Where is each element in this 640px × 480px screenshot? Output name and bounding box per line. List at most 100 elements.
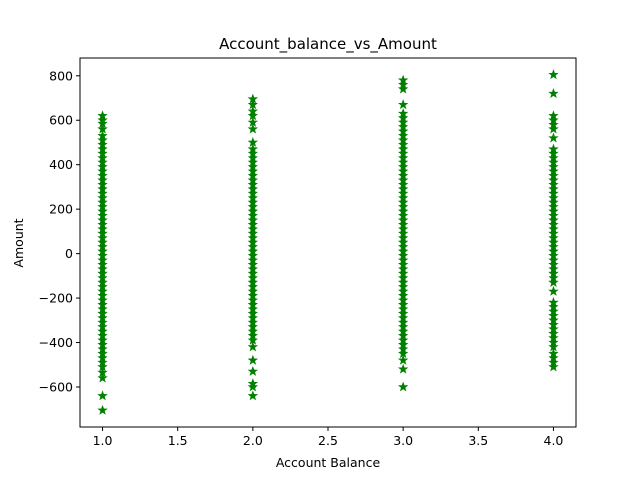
- data-point: [548, 214, 559, 225]
- data-point: [397, 157, 409, 167]
- data-point: [247, 205, 259, 216]
- data-point: [548, 232, 559, 243]
- data-point: [548, 219, 559, 230]
- data-point: [97, 152, 108, 163]
- data-point: [397, 188, 409, 199]
- data-point: [247, 237, 259, 247]
- data-point: [247, 93, 259, 104]
- x-tick-label: 2.0: [243, 433, 263, 448]
- data-point: [247, 321, 259, 332]
- data-point: [97, 330, 108, 341]
- data-point: [397, 343, 409, 354]
- data-point: [548, 328, 559, 339]
- data-point: [97, 321, 108, 332]
- data-point: [397, 325, 409, 336]
- data-point: [247, 303, 259, 314]
- data-point: [397, 112, 409, 123]
- data-point: [548, 250, 559, 261]
- data-point: [247, 161, 259, 172]
- y-axis-ticks: −600 −400 −200 0 200 400 600 800: [39, 68, 80, 394]
- data-point: [548, 254, 559, 265]
- data-point: [97, 290, 108, 301]
- data-point: [397, 250, 409, 261]
- data-point: [247, 250, 259, 261]
- data-point: [97, 312, 108, 323]
- data-point: [397, 170, 409, 181]
- x-axis-label: Account Balance: [276, 455, 381, 470]
- y-tick-label: 200: [49, 202, 73, 217]
- data-point: [397, 214, 409, 225]
- data-point: [247, 254, 259, 265]
- data-point: [548, 285, 559, 296]
- y-tick-label: −200: [39, 291, 73, 306]
- data-point: [97, 232, 108, 243]
- data-point: [247, 136, 259, 147]
- data-point: [97, 201, 108, 212]
- data-point: [548, 297, 559, 307]
- data-point: [397, 83, 409, 94]
- data-point: [548, 268, 559, 279]
- data-point: [548, 263, 559, 274]
- data-point: [548, 357, 559, 367]
- y-tick-label: 400: [49, 157, 73, 172]
- data-point: [548, 205, 559, 216]
- data-point: [548, 69, 559, 80]
- data-point: [97, 161, 108, 172]
- data-point: [397, 285, 409, 296]
- data-point: [97, 250, 108, 261]
- data-point: [247, 219, 259, 230]
- data-point: [397, 277, 409, 287]
- data-point: [548, 210, 559, 221]
- data-point: [247, 299, 259, 310]
- data-point: [247, 105, 259, 116]
- data-point: [247, 223, 259, 234]
- x-tick-label: 3.0: [393, 433, 413, 448]
- data-point: [97, 390, 108, 401]
- data-point: [97, 303, 108, 314]
- data-point: [397, 79, 409, 90]
- data-point: [548, 348, 559, 359]
- data-point: [247, 334, 259, 345]
- data-point: [548, 319, 559, 330]
- data-point: [97, 192, 108, 203]
- data-point: [97, 179, 108, 190]
- data-point: [397, 108, 409, 118]
- data-point: [548, 332, 559, 343]
- data-point: [397, 210, 409, 221]
- data-point: [97, 372, 108, 383]
- data-point: [397, 381, 409, 392]
- data-point: [548, 272, 559, 283]
- data-point: [397, 272, 409, 283]
- data-point: [97, 237, 108, 247]
- data-point: [548, 305, 559, 316]
- data-point: [247, 281, 259, 292]
- data-point: [397, 330, 409, 341]
- data-point: [97, 325, 108, 336]
- data-point: [397, 139, 409, 150]
- data-point: [397, 152, 409, 163]
- data-point: [397, 317, 409, 327]
- data-point: [247, 308, 259, 319]
- data-point: [397, 183, 409, 194]
- data-point: [397, 219, 409, 230]
- data-point: [548, 165, 559, 176]
- data-point: [97, 339, 108, 350]
- data-point: [247, 277, 259, 287]
- data-point: [548, 174, 559, 185]
- data-point: [247, 330, 259, 341]
- data-point: [97, 361, 108, 372]
- data-point: [97, 197, 108, 207]
- data-point: [397, 179, 409, 190]
- data-point: [397, 201, 409, 212]
- data-point: [548, 197, 559, 207]
- data-point: [548, 123, 559, 134]
- data-point: [397, 74, 409, 85]
- data-point: [397, 321, 409, 332]
- data-point: [97, 285, 108, 296]
- data-point: [97, 317, 108, 327]
- data-point: [97, 123, 108, 134]
- data-point: [397, 290, 409, 301]
- data-point: [97, 259, 108, 270]
- data-point: [97, 223, 108, 234]
